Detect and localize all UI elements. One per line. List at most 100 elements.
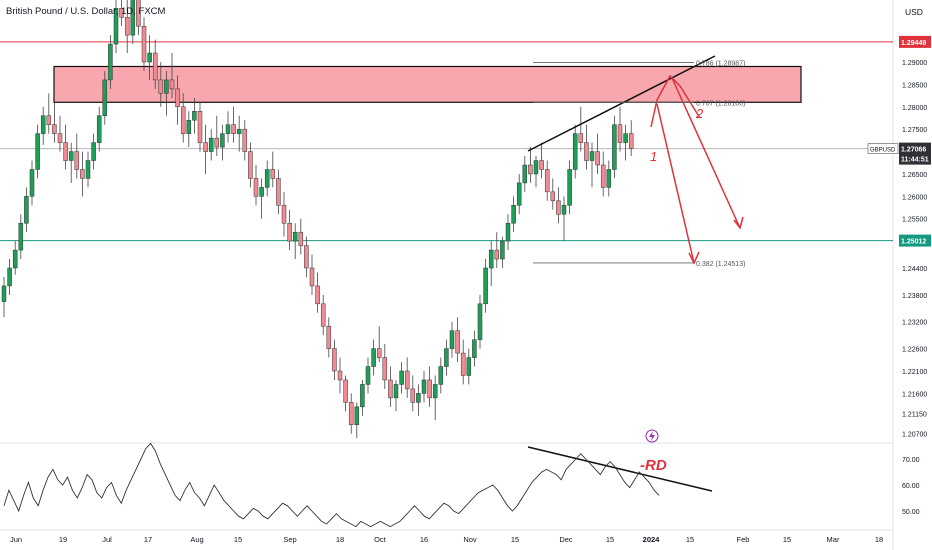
time-tick-label: Oct bbox=[374, 535, 387, 544]
candle-body bbox=[348, 402, 354, 425]
candle-body bbox=[175, 88, 180, 108]
candle-body bbox=[382, 357, 388, 381]
candle-body bbox=[572, 133, 578, 170]
candle-body bbox=[320, 303, 326, 327]
time-tick-label: 18 bbox=[336, 535, 344, 544]
candle-body bbox=[74, 151, 80, 170]
candle-body bbox=[12, 249, 18, 269]
candle-body bbox=[287, 222, 292, 242]
candle-body bbox=[483, 267, 488, 305]
price-tick-label: 1.22100 bbox=[902, 369, 927, 376]
candle-body bbox=[595, 151, 600, 166]
candle-body bbox=[416, 393, 421, 403]
projection-path[interactable] bbox=[650, 74, 701, 128]
price-badge-text: 11:44:51 bbox=[901, 157, 929, 164]
candle-body bbox=[326, 325, 332, 349]
time-tick-label: 18 bbox=[875, 535, 883, 544]
candle-body bbox=[539, 160, 544, 170]
candle-body bbox=[68, 151, 74, 161]
candles bbox=[1, 0, 634, 439]
lightning-icon[interactable] bbox=[645, 429, 659, 443]
candle-body bbox=[102, 79, 108, 116]
projection-arrow-b[interactable] bbox=[671, 77, 741, 229]
candle-body bbox=[108, 43, 113, 81]
candle-body bbox=[511, 205, 516, 224]
candle-body bbox=[460, 352, 466, 376]
chart-title: British Pound / U.S. Dollar, 1D, FXCM bbox=[6, 6, 166, 17]
candle-body bbox=[444, 348, 449, 367]
oscillator-line bbox=[3, 442, 660, 528]
price-tick-label: 1.21150 bbox=[902, 412, 927, 419]
fib-label-0: 0.786 (1.28987) bbox=[696, 61, 745, 68]
time-tick-label: Jul bbox=[102, 535, 112, 544]
candle-body bbox=[29, 169, 35, 197]
price-tick-label: 1.24400 bbox=[902, 266, 927, 273]
candle-body bbox=[505, 222, 511, 242]
candle-body bbox=[612, 124, 617, 170]
candle-body bbox=[225, 124, 231, 134]
fib-levels[interactable]: 0.786 (1.28987) 0.707 (1.28100) 0.382 (1.2… bbox=[533, 61, 745, 268]
oscillator-divergence-line[interactable] bbox=[527, 446, 713, 492]
candle-body bbox=[113, 8, 119, 45]
time-tick-label: Nov bbox=[463, 535, 477, 544]
time-axis[interactable]: Jun 19 Jul 17 Aug 15 Sep 18 Oct 16 Nov 15 Dec 15 2024 1… bbox=[10, 535, 883, 544]
projection-arrow-a[interactable] bbox=[656, 103, 695, 264]
symbol-badge-text: GBPUSD bbox=[870, 148, 896, 154]
candle-body bbox=[214, 137, 220, 148]
candle-body bbox=[1, 285, 7, 302]
candle-body bbox=[309, 267, 315, 287]
time-tick-label: 2024 bbox=[643, 535, 661, 544]
candle-body bbox=[544, 169, 550, 193]
fib-label-2: 0.382 (1.24513) bbox=[696, 261, 745, 268]
time-tick-label: Feb bbox=[737, 535, 750, 544]
candle-body bbox=[270, 169, 276, 179]
time-tick-label: Aug bbox=[190, 535, 203, 544]
candle-body bbox=[427, 379, 432, 399]
candle-body bbox=[130, 0, 136, 36]
projection-arrow-b-head bbox=[733, 216, 744, 230]
time-tick-label: 15 bbox=[606, 535, 614, 544]
candle-body bbox=[80, 169, 85, 179]
horizontal-levels bbox=[0, 41, 893, 242]
candle-body bbox=[494, 249, 500, 260]
candle-body bbox=[617, 124, 623, 143]
wave-label-1: 1 bbox=[650, 149, 657, 164]
candle-body bbox=[253, 178, 259, 197]
candle-body bbox=[298, 231, 304, 246]
time-tick-label: 15 bbox=[783, 535, 791, 544]
candle-body bbox=[472, 339, 477, 358]
candle-body bbox=[399, 370, 404, 385]
candle-body bbox=[466, 357, 472, 376]
price-tick-label: 1.22600 bbox=[902, 347, 927, 354]
price-tick-label: 1.23800 bbox=[902, 293, 927, 300]
candle-body bbox=[57, 133, 63, 143]
candle-body bbox=[432, 384, 438, 399]
time-tick-label: 15 bbox=[686, 535, 694, 544]
currency-label[interactable]: USD bbox=[905, 7, 923, 17]
candle-body bbox=[276, 178, 281, 206]
rising-trendline[interactable] bbox=[527, 55, 716, 152]
candle-body bbox=[208, 137, 214, 152]
candle-body bbox=[455, 330, 460, 354]
wave-label-2: 2 bbox=[695, 106, 704, 121]
candle-body bbox=[393, 384, 399, 399]
candle-body bbox=[46, 115, 52, 125]
candle-body bbox=[281, 205, 287, 224]
price-axis[interactable]: 1.29000 1.28500 1.28000 1.27500 1.26500 1.260… bbox=[902, 60, 927, 439]
candle-body bbox=[628, 133, 634, 149]
osc-tick-label: 50.00 bbox=[902, 509, 920, 516]
candle-body bbox=[24, 196, 29, 224]
drawings[interactable] bbox=[527, 55, 744, 492]
time-tick-label: 16 bbox=[420, 535, 428, 544]
fib-label-1: 0.707 (1.28100) bbox=[696, 100, 745, 107]
candle-body bbox=[40, 115, 46, 134]
candle-body bbox=[376, 348, 382, 358]
candle-body bbox=[449, 330, 455, 349]
divergence-label: -RD bbox=[640, 457, 667, 474]
candle-body bbox=[556, 200, 561, 215]
candle-body bbox=[147, 52, 152, 63]
candle-body bbox=[124, 16, 130, 36]
candle-body bbox=[578, 133, 584, 143]
candle-body bbox=[292, 231, 298, 242]
